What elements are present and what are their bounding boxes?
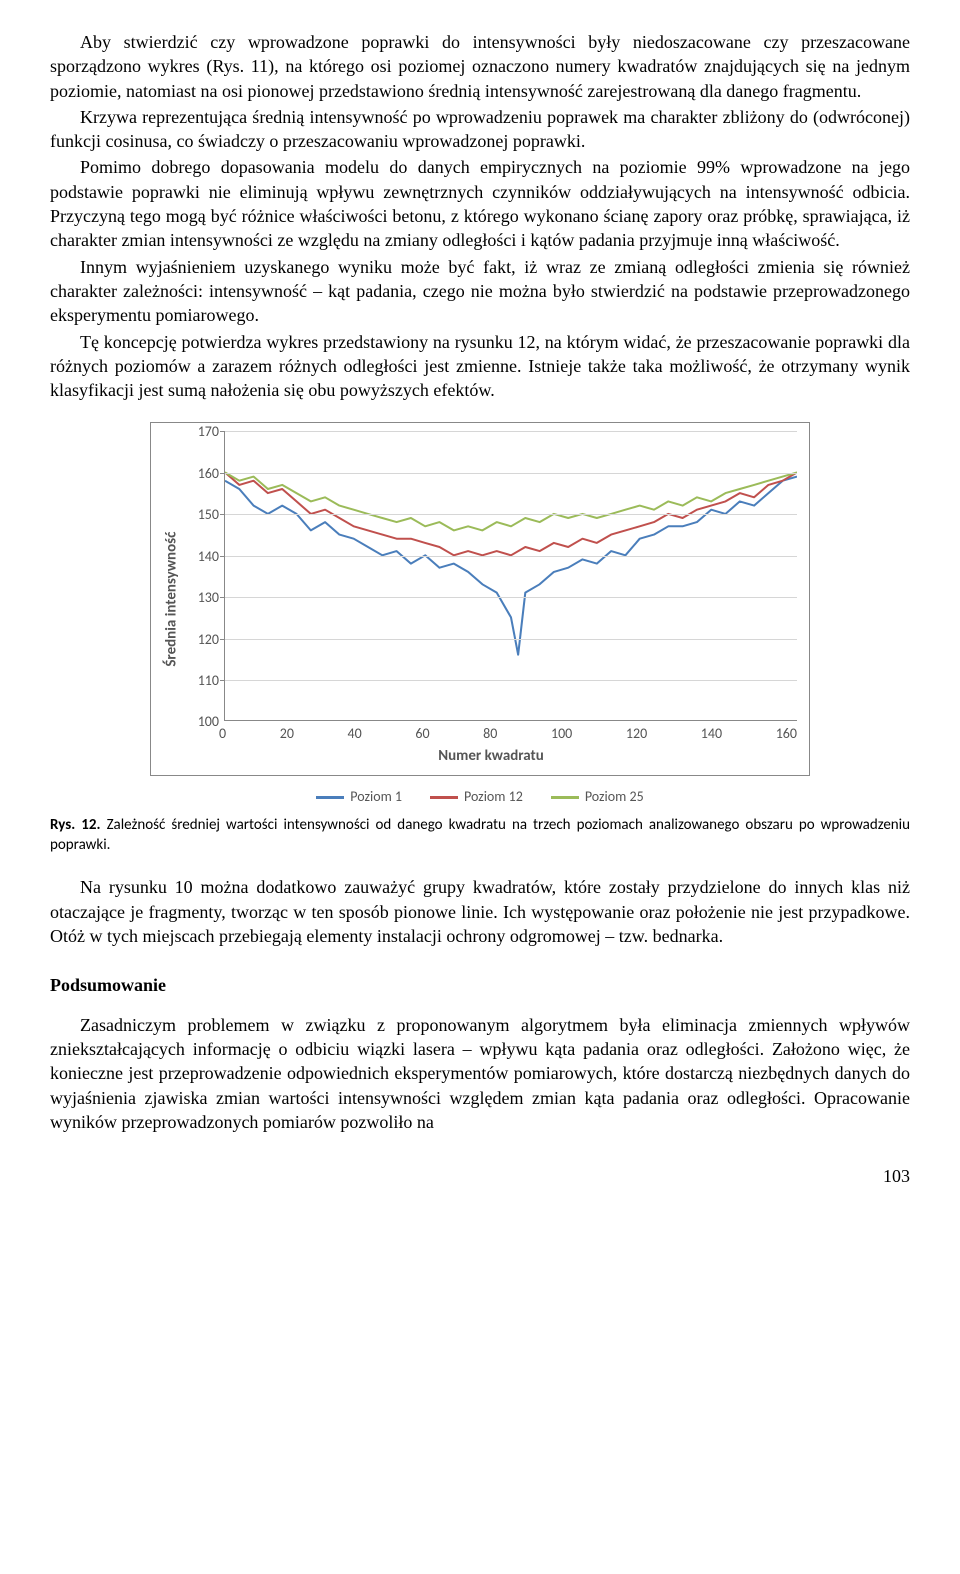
section-heading-podsumowanie: Podsumowanie <box>50 973 910 997</box>
paragraph-7: Zasadniczym problemem w związku z propon… <box>50 1013 910 1134</box>
figure-12-caption: Rys. 12. Zależność średniej wartości int… <box>50 816 910 855</box>
paragraph-3: Pomimo dobrego dopasowania modelu do dan… <box>50 155 910 252</box>
paragraph-5: Tę koncepcję potwierdza wykres przedstaw… <box>50 330 910 403</box>
paragraph-1: Aby stwierdzić czy wprowadzone poprawki … <box>50 30 910 103</box>
chart-xticks: 020406080100120140160 <box>219 721 797 744</box>
chart-yticks: 170160150140130120110100 <box>185 431 224 721</box>
figure-label: Rys. 12. <box>50 816 101 834</box>
chart-ylabel: Średnia intensywność <box>162 531 182 666</box>
page-number: 103 <box>50 1164 910 1188</box>
chart-legend: Poziom 1Poziom 12Poziom 25 <box>150 788 810 807</box>
paragraph-6: Na rysunku 10 można dodatkowo zauważyć g… <box>50 875 910 948</box>
figure-12-chart: Średnia intensywność 1701601501401301201… <box>150 422 810 806</box>
paragraph-2: Krzywa reprezentująca średnią intensywno… <box>50 105 910 154</box>
paragraph-4: Innym wyjaśnieniem uzyskanego wyniku moż… <box>50 255 910 328</box>
chart-plot-area <box>224 431 797 721</box>
chart-xlabel: Numer kwadratu <box>185 746 797 766</box>
figure-caption-text: Zależność średniej wartości intensywnośc… <box>50 816 910 854</box>
